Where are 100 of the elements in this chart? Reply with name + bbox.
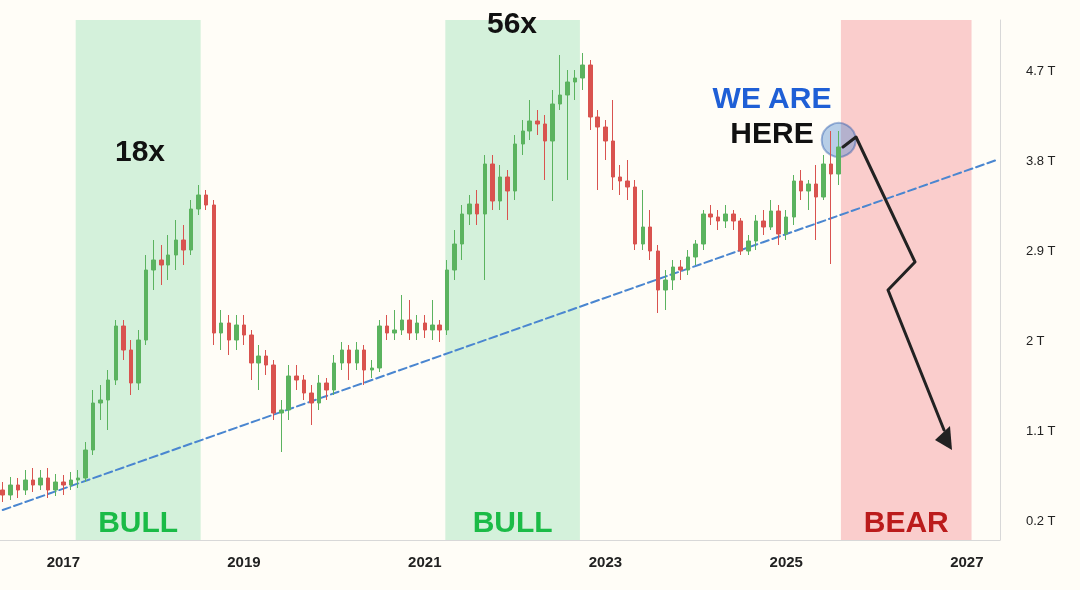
candlestick	[377, 319, 382, 373]
candlestick	[603, 119, 608, 161]
band-label: BEAR	[863, 504, 950, 538]
candlestick	[46, 467, 50, 499]
candlestick	[332, 354, 336, 396]
candlestick	[8, 476, 13, 501]
candlestick	[799, 169, 803, 201]
candlestick	[550, 89, 555, 202]
candlestick	[91, 389, 95, 456]
candlestick	[498, 164, 502, 211]
candlestick	[407, 299, 412, 341]
candlestick	[159, 244, 164, 286]
candlestick	[271, 359, 276, 421]
candlestick	[806, 179, 811, 211]
candlestick	[543, 114, 547, 181]
y-tick-label: 0.2 T	[1026, 512, 1056, 528]
candlestick	[76, 469, 80, 489]
candlestick	[385, 314, 389, 341]
x-tick-label: 2023	[588, 553, 623, 570]
candlestick	[445, 259, 449, 336]
candlestick	[483, 154, 487, 281]
candlestick	[490, 154, 495, 211]
candlestick	[317, 374, 321, 411]
annotation: 18x	[114, 133, 166, 167]
y-tick-label: 1.1 T	[1026, 422, 1056, 438]
candlestick	[513, 134, 517, 201]
candlestick	[256, 344, 261, 391]
candlestick	[181, 224, 186, 266]
candlestick	[678, 259, 683, 281]
candlestick	[415, 314, 419, 341]
candlestick	[355, 341, 359, 371]
candlestick	[611, 99, 615, 191]
candlestick	[761, 209, 766, 236]
candlestick	[618, 164, 622, 196]
candlestick	[204, 189, 208, 211]
candlestick	[648, 209, 652, 261]
candlestick	[16, 477, 20, 499]
candlestick	[174, 219, 178, 271]
candlestick	[821, 154, 826, 201]
y-tick-label: 4.7 T	[1026, 62, 1056, 78]
candlestick	[38, 469, 43, 491]
candlestick	[212, 199, 216, 346]
annotation: 56x	[486, 5, 538, 39]
candlestick	[423, 314, 427, 339]
candlestick	[98, 384, 103, 421]
candlestick	[219, 309, 223, 351]
candlestick	[0, 481, 5, 503]
candlestick	[663, 269, 668, 311]
x-tick-label: 2019	[227, 553, 261, 570]
candlestick	[242, 314, 246, 346]
candlestick	[347, 344, 351, 381]
candlestick	[535, 109, 540, 136]
candlestick	[580, 52, 585, 91]
candlestick	[370, 359, 374, 379]
candlestick	[475, 189, 479, 226]
candlestick	[129, 339, 133, 396]
candlestick	[641, 189, 645, 251]
candlestick	[754, 214, 758, 251]
candlestick	[437, 319, 442, 343]
candlestick	[234, 314, 239, 351]
candlestick	[114, 319, 118, 386]
y-tick-label: 3.8 T	[1026, 152, 1056, 168]
candlestick	[460, 204, 464, 261]
candlestick	[723, 204, 728, 229]
candlestick	[227, 314, 231, 356]
candlestick	[625, 159, 630, 201]
candlestick	[106, 369, 110, 431]
candlestick	[136, 329, 141, 391]
candlestick	[686, 249, 690, 276]
candlestick	[279, 399, 284, 453]
candlestick	[340, 341, 344, 371]
x-tick-label: 2025	[769, 553, 803, 570]
y-tick-label: 2 T	[1026, 332, 1045, 348]
x-tick-label: 2017	[46, 553, 81, 570]
candlestick	[151, 239, 156, 291]
candlestick	[249, 329, 254, 381]
candlestick	[701, 209, 706, 251]
candlestick	[792, 174, 796, 226]
candlestick	[166, 234, 170, 281]
candlestick	[527, 99, 532, 141]
candlestick	[521, 119, 525, 156]
candlestick	[656, 244, 660, 314]
x-tick-label: 2027	[950, 553, 984, 570]
candlestick	[633, 179, 637, 251]
candlestick	[467, 194, 472, 226]
candlestick	[565, 69, 570, 181]
candlestick	[738, 217, 743, 256]
candlestick	[264, 349, 268, 376]
candlestick	[693, 239, 698, 266]
candlestick	[558, 54, 562, 111]
candlestick	[708, 204, 713, 226]
candlestick	[573, 69, 577, 101]
candlestick	[83, 441, 88, 483]
candlestick	[595, 109, 600, 191]
candlestick	[121, 319, 126, 361]
candlestick	[776, 204, 781, 246]
candlestick	[294, 364, 299, 391]
candlestick	[196, 184, 201, 216]
candlestick	[588, 59, 593, 131]
candlestick	[61, 474, 66, 496]
